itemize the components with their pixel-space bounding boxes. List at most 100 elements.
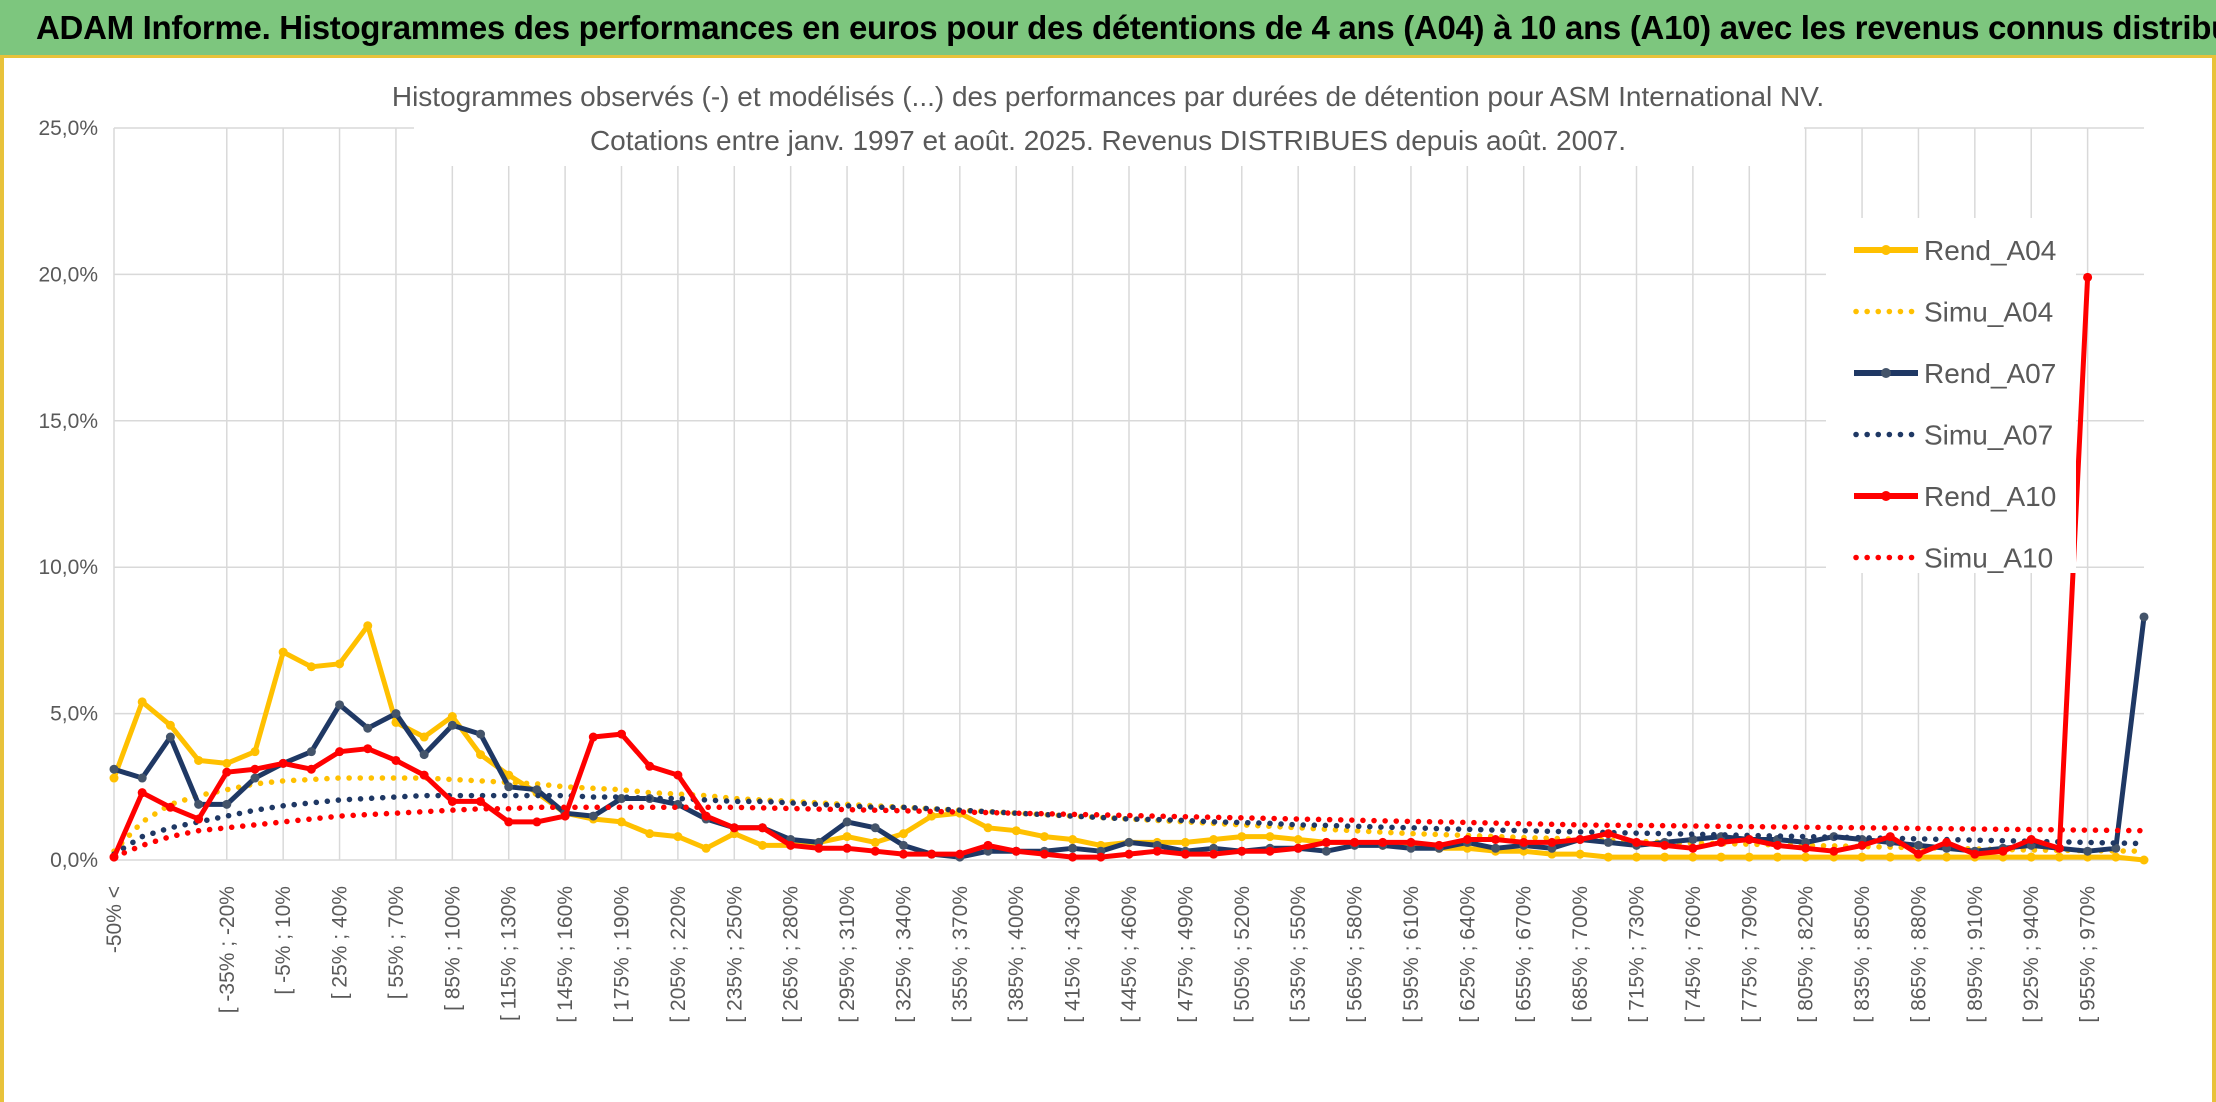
data-point [757, 823, 767, 833]
series-Simu_A10 [111, 804, 2147, 860]
data-point [560, 811, 570, 821]
legend-item-Rend_A04: Rend_A04 [1854, 235, 2056, 266]
chart-subtitle: Cotations entre janv. 1997 et août. 2025… [590, 125, 1626, 156]
data-point [363, 621, 373, 631]
legend-item-Rend_A10: Rend_A10 [1854, 481, 2056, 512]
data-point [222, 767, 232, 777]
data-point [1772, 852, 1782, 862]
data-point [447, 796, 457, 806]
data-point [927, 849, 937, 859]
x-tick-label: [ 835% ; 850% [1851, 886, 1874, 1023]
x-tick-label: [ 625% ; 640% [1456, 886, 1479, 1023]
data-point [1857, 840, 1867, 850]
data-point [955, 849, 965, 859]
data-point [306, 662, 316, 672]
data-point [306, 764, 316, 774]
x-tick-label: [ 655% ; 670% [1513, 886, 1536, 1023]
legend-item-Rend_A07: Rend_A07 [1854, 358, 2056, 389]
data-point [1265, 832, 1275, 842]
data-point [1913, 840, 1923, 850]
data-point [1068, 843, 1078, 853]
chart-title-background [414, 58, 1804, 166]
data-point [814, 843, 824, 853]
data-point [1068, 852, 1078, 862]
data-point [2139, 612, 2149, 622]
legend: Rend_A04 Simu_A04 Rend_A07 Simu_A07 Rend_A10… [1826, 218, 2076, 574]
data-point [1942, 837, 1952, 847]
data-point [1491, 835, 1501, 845]
chart-title-area: Histogrammes observés (-) et modélisés (… [392, 58, 1824, 166]
data-point [1406, 837, 1416, 847]
data-point [363, 744, 373, 754]
data-point [870, 823, 880, 833]
data-point [1829, 846, 1839, 856]
data-point [786, 840, 796, 850]
data-point [1688, 852, 1698, 862]
data-point [842, 843, 852, 853]
legend-background [1826, 218, 2076, 573]
series-line [111, 804, 2147, 860]
x-tick-label: [ 55% ; 70% [385, 886, 408, 999]
data-point [306, 747, 316, 757]
data-point [617, 817, 626, 827]
data-point [1209, 849, 1219, 859]
performance-histogram-chart: Histogrammes observés (-) et modélisés (… [38, 58, 2149, 1023]
series-layer [109, 272, 2149, 865]
data-point [165, 720, 175, 730]
data-point [1632, 837, 1641, 847]
data-point [476, 796, 486, 806]
series-Rend_A10 [109, 272, 2093, 862]
data-point [1011, 846, 1021, 856]
legend-item-Simu_A04: Simu_A04 [1853, 297, 2053, 328]
data-point [1744, 835, 1754, 845]
data-point [1688, 835, 1698, 845]
data-point [476, 729, 486, 739]
legend-label: Rend_A10 [1924, 481, 2056, 512]
x-tick-label: [ 385% ; 400% [1005, 886, 1028, 1023]
data-point [870, 846, 880, 856]
data-point [1942, 852, 1952, 862]
data-point [2054, 852, 2064, 862]
data-point [1462, 835, 1472, 845]
x-tick-label: [ 175% ; 190% [611, 886, 634, 1023]
data-point [1237, 832, 1247, 842]
data-point [1265, 846, 1275, 856]
data-point [1716, 837, 1726, 847]
x-tick-label: [ 685% ; 700% [1569, 886, 1592, 1023]
x-tick-label: [ 895% ; 910% [1964, 886, 1987, 1023]
data-point [335, 659, 345, 669]
data-point [1575, 849, 1585, 859]
data-point [109, 764, 119, 774]
data-point [165, 732, 175, 742]
data-point [1321, 837, 1331, 847]
data-point [898, 840, 908, 850]
y-tick-label: 5,0% [50, 703, 98, 726]
x-tick-label: [ 445% ; 460% [1118, 886, 1141, 1023]
data-point [250, 773, 260, 783]
x-tick-label: [ 415% ; 430% [1062, 886, 1085, 1023]
data-point [701, 843, 711, 853]
x-tick-label: [ 115% ; 130% [498, 886, 521, 1021]
data-point [419, 750, 429, 760]
data-point [137, 788, 147, 798]
data-point [1180, 849, 1190, 859]
y-tick-label: 25,0% [38, 117, 98, 140]
data-point [504, 782, 514, 792]
legend-item-Simu_A10: Simu_A10 [1853, 543, 2053, 574]
data-point [588, 732, 598, 742]
data-point [1660, 852, 1670, 862]
data-point [1998, 846, 2008, 856]
x-tick-label: [ 355% ; 370% [949, 886, 972, 1023]
data-point [1885, 852, 1895, 862]
legend-marker [1881, 491, 1891, 501]
data-point [1913, 849, 1923, 859]
data-point [250, 747, 260, 757]
legend-label: Rend_A07 [1924, 358, 2056, 389]
data-point [1801, 843, 1811, 853]
data-point [250, 764, 260, 774]
data-point [1096, 852, 1106, 862]
data-point [1603, 837, 1613, 847]
y-tick-label: 0,0% [50, 849, 98, 872]
data-point [701, 811, 711, 821]
data-point [2026, 835, 2036, 845]
